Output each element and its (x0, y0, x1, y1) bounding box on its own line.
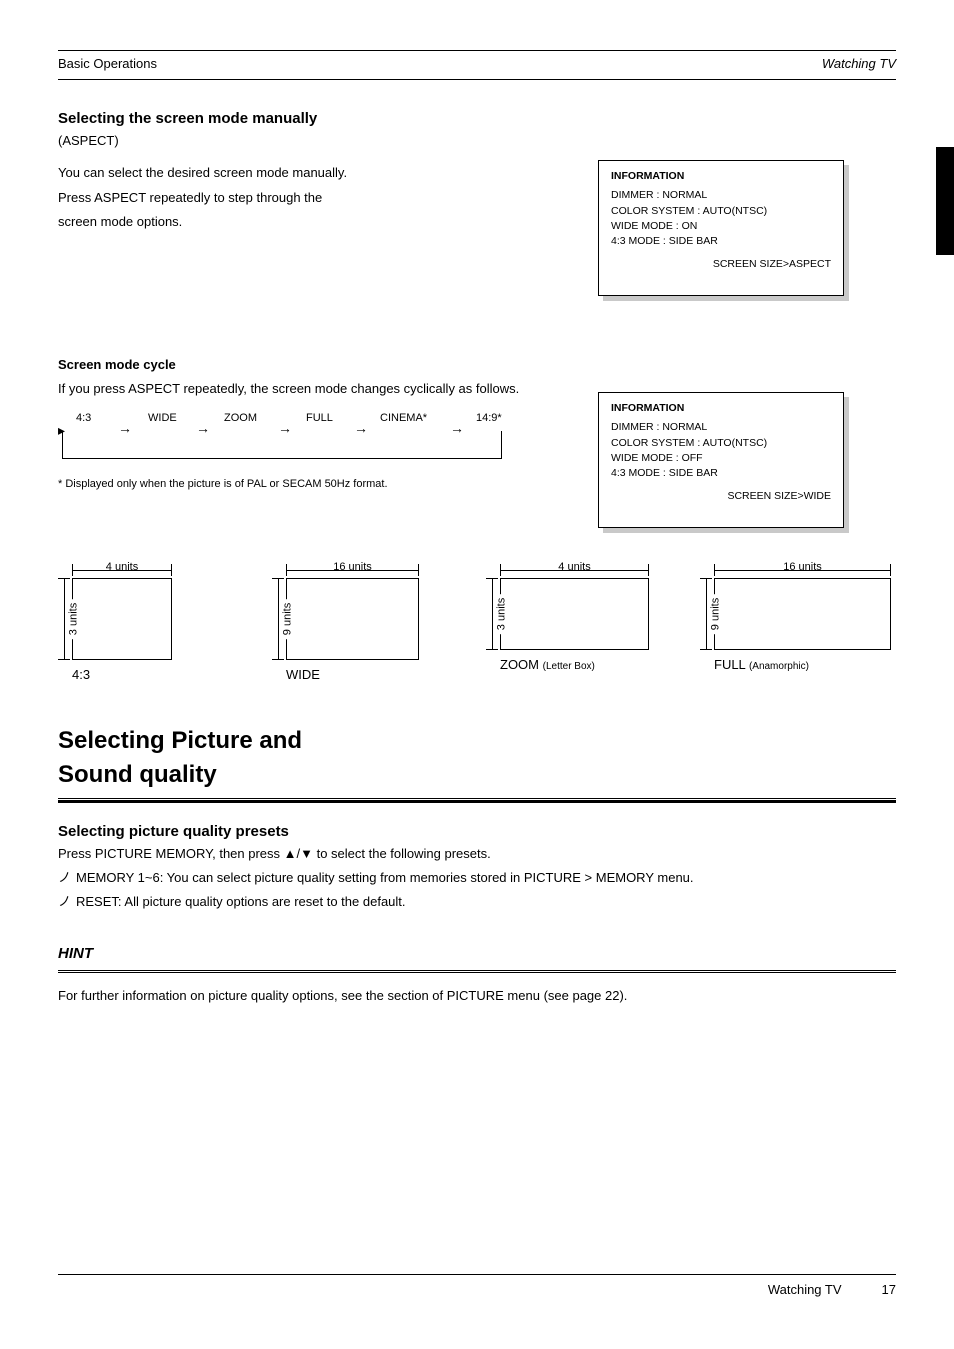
screenmode-section: Selecting the screen mode manually (ASPE… (58, 108, 896, 328)
cycle-flow: ▸ 4:3 → WIDE → ZOOM → FULL → CINEMA* → 1… (58, 411, 518, 471)
aspect-frame-0 (72, 578, 172, 660)
aspect-row: 4 units 3 units 4:3 16 units 9 units WID… (58, 564, 896, 684)
presets-intro: Press PICTURE MEMORY, then press ▲/▼ to … (58, 845, 878, 863)
presets-list: ノ MEMORY 1~6: You can select picture qua… (58, 869, 896, 911)
screenmode-intro-1: Press ASPECT repeatedly to step through … (58, 189, 578, 207)
dim-h-0: 4 units (72, 564, 172, 576)
cycle-item-1: WIDE (148, 411, 177, 426)
picture-heading-1: Selecting Picture and (58, 727, 302, 754)
info-box-2-line-1: COLOR SYSTEM : AUTO(NTSC) (611, 436, 831, 451)
page-tab (936, 147, 954, 255)
screenmode-intro-0: You can select the desired screen mode m… (58, 164, 578, 182)
dim-v-3-label: 9 units (709, 594, 724, 634)
dim-h-0-label: 4 units (102, 560, 142, 575)
dim-v-1: 9 units (272, 578, 284, 660)
cycle-item-2: ZOOM (224, 411, 257, 426)
picture-heading: Selecting Picture and Sound quality (58, 724, 896, 791)
info-box-2-footer: SCREEN SIZE>WIDE (611, 489, 831, 504)
picture-rule (58, 798, 896, 803)
header-left: Basic Operations (58, 55, 157, 73)
cycle-item-5: 14:9* (476, 411, 502, 426)
aspect-col-2: 4 units 3 units ZOOM (Letter Box) (486, 564, 682, 684)
dim-v-0: 3 units (58, 578, 70, 660)
info-box-1-line-3: 4:3 MODE : SIDE BAR (611, 234, 831, 249)
aspect-label-0: 4:3 (72, 666, 254, 684)
aspect-label-2: ZOOM (Letter Box) (500, 656, 682, 674)
aspect-frame-2 (500, 578, 649, 650)
cycle-section: Screen mode cycle If you press ASPECT re… (58, 356, 896, 536)
info-box-1-line-0: DIMMER : NORMAL (611, 188, 831, 203)
dim-v-2-label: 3 units (495, 594, 510, 634)
dim-v-2: 3 units (486, 578, 498, 650)
list-item-text-1: RESET: All picture quality options are r… (76, 893, 896, 911)
list-item: ノ RESET: All picture quality options are… (58, 893, 896, 911)
info-box-2-line-0: DIMMER : NORMAL (611, 420, 831, 435)
info-box-1-line-1: COLOR SYSTEM : AUTO(NTSC) (611, 204, 831, 219)
aspect-frame-3 (714, 578, 891, 650)
hint-rule (58, 970, 896, 973)
aspect-col-3: 16 units 9 units FULL (Anamorphic) (700, 564, 896, 684)
dim-v-3: 9 units (700, 578, 712, 650)
header-right: Watching TV (822, 55, 896, 73)
loop-line (62, 431, 502, 459)
cycle-line: If you press ASPECT repeatedly, the scre… (58, 380, 578, 398)
cycle-note: * Displayed only when the picture is of … (58, 477, 578, 492)
screenmode-subtitle: (ASPECT) (58, 132, 896, 150)
dim-h-2: 4 units (500, 564, 649, 576)
aspect-label-3: FULL (Anamorphic) (714, 656, 896, 674)
header-row: Basic Operations Watching TV (58, 55, 896, 73)
dim-h-3-label: 16 units (779, 560, 826, 575)
aspect-col-1: 16 units 9 units WIDE (272, 564, 468, 684)
picture-heading-2: Sound quality (58, 761, 217, 788)
info-box-2-line-2: WIDE MODE : OFF (611, 451, 831, 466)
dim-h-1: 16 units (286, 564, 419, 576)
hint-heading: HINT (58, 943, 896, 964)
page-footer: Watching TV 17 (58, 1274, 896, 1299)
info-box-1-line-2: WIDE MODE : ON (611, 219, 831, 234)
cycle-item-4: CINEMA* (380, 411, 427, 426)
hint-text: For further information on picture quali… (58, 987, 878, 1005)
aspect-label-1: WIDE (286, 666, 468, 684)
info-box-1-title: INFORMATION (611, 169, 831, 184)
dim-v-1-label: 9 units (281, 599, 296, 639)
cycle-item-0: 4:3 (76, 411, 91, 426)
info-box-2-line-3: 4:3 MODE : SIDE BAR (611, 466, 831, 481)
info-box-1-footer: SCREEN SIZE>ASPECT (611, 257, 831, 272)
info-box-2: INFORMATION DIMMER : NORMAL COLOR SYSTEM… (598, 392, 844, 528)
list-item-text-0: MEMORY 1~6: You can select picture quali… (76, 869, 896, 887)
page-content: Basic Operations Watching TV Selecting t… (0, 0, 954, 1061)
screenmode-title: Selecting the screen mode manually (58, 108, 896, 129)
presets-title: Selecting picture quality presets (58, 821, 896, 842)
aspect-frame-1 (286, 578, 419, 660)
cycle-heading: Screen mode cycle (58, 356, 896, 374)
aspect-col-0: 4 units 3 units 4:3 (58, 564, 254, 684)
dim-h-3: 16 units (714, 564, 891, 576)
dim-h-1-label: 16 units (329, 560, 376, 575)
presets-section: Selecting picture quality presets Press … (58, 821, 896, 912)
bullet-icon: ノ (58, 893, 76, 911)
info-box-2-title: INFORMATION (611, 401, 831, 416)
footer-page: 17 (882, 1281, 896, 1299)
dim-v-0-label: 3 units (67, 599, 82, 639)
bullet-icon: ノ (58, 869, 76, 887)
top-rule (58, 50, 896, 51)
screenmode-intro-2: screen mode options. (58, 213, 578, 231)
cycle-item-3: FULL (306, 411, 333, 426)
dim-h-2-label: 4 units (554, 560, 594, 575)
list-item: ノ MEMORY 1~6: You can select picture qua… (58, 869, 896, 887)
footer-label: Watching TV (768, 1281, 842, 1299)
header-rule (58, 79, 896, 80)
info-box-1: INFORMATION DIMMER : NORMAL COLOR SYSTEM… (598, 160, 844, 296)
